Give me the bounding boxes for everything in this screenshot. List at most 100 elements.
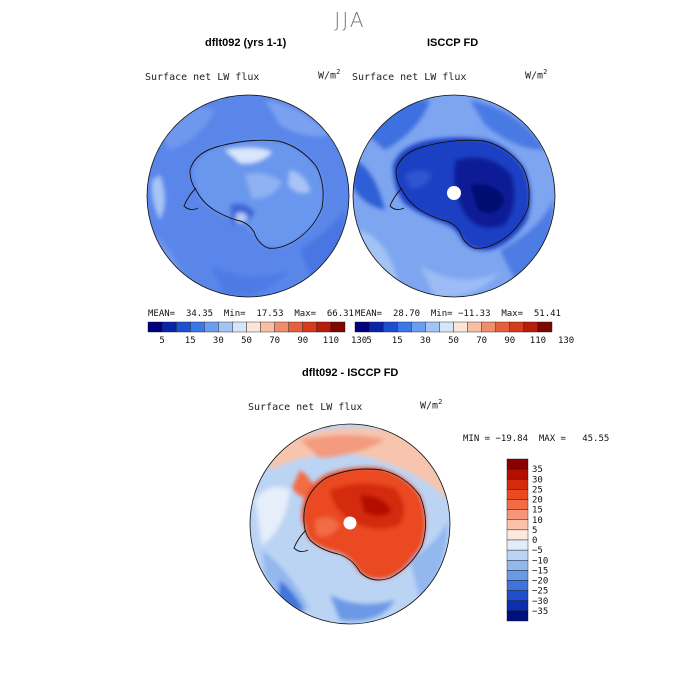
colorbar-swatch — [204, 321, 219, 333]
colorbar-swatch — [147, 321, 163, 333]
panel-2-title: ISCCP FD — [427, 37, 479, 49]
colorbar-swatch — [506, 580, 529, 591]
colorbar-tick-label: 25 — [532, 485, 543, 495]
colorbar-tick-label: 110 — [323, 336, 339, 346]
panel-1-min-label: Min= — [223, 309, 246, 319]
colorbar-swatch — [260, 321, 275, 333]
colorbar-swatch — [382, 321, 398, 333]
colorbar-swatch — [453, 321, 468, 333]
colorbar-tick-label: 90 — [297, 336, 308, 346]
map-1-coastline — [183, 139, 324, 249]
colorbar-swatch — [506, 590, 529, 601]
colorbar-tick-label: −5 — [532, 546, 543, 556]
panel-2-units: W/m2 — [525, 68, 547, 81]
colorbar-tick-label: 50 — [448, 336, 459, 346]
colorbar-swatch — [506, 458, 529, 470]
colorbar-swatch — [439, 321, 454, 333]
colorbar-swatch — [481, 321, 496, 333]
colorbar-swatch — [274, 321, 289, 333]
colorbar-tick-label: 50 — [241, 336, 252, 346]
colorbar-tick-label: 15 — [532, 506, 543, 516]
colorbar-swatch — [161, 321, 177, 333]
colorbar-swatch — [506, 489, 529, 500]
colorbar-swatch — [330, 321, 346, 333]
colorbar-swatch — [506, 519, 529, 531]
colorbar-tick-label: 35 — [532, 465, 543, 475]
colorbar-swatch — [506, 468, 529, 480]
map-panel-1 — [146, 94, 350, 298]
panel-2-mean-value: 28.70 — [392, 309, 421, 319]
panel-1-max-value: 66.31 — [326, 309, 354, 319]
colorbar-tick-label: 110 — [530, 336, 546, 346]
panel-2-max-label: Max= — [501, 309, 524, 319]
panel-3-title: dflt092 - ISCCP FD — [302, 367, 399, 379]
panel-1-max-label: Max= — [294, 309, 317, 319]
panel-1-min-value: 17.53 — [256, 309, 284, 319]
colorbar-swatch — [495, 321, 510, 333]
colorbar-swatch — [506, 529, 529, 541]
colorbar-tick-label: 130 — [351, 336, 367, 346]
colorbar-1: 5 15 30 50 70 90 110 130 — [147, 321, 367, 346]
colorbar-swatch — [506, 509, 529, 520]
colorbar-tick-label: −10 — [532, 556, 548, 566]
colorbar-swatch — [368, 321, 384, 333]
panel-1-stats: MEAN= 34.35 Min= 17.53 Max= 66.31 — [148, 309, 354, 319]
panel-1-mean-label: MEAN= — [148, 309, 176, 319]
colorbar-swatch — [506, 539, 529, 551]
colorbar-swatch — [288, 321, 303, 333]
panel-1-variable: Surface net LW flux — [145, 72, 260, 83]
colorbar-swatch — [467, 321, 482, 333]
map-2-pole-hole — [447, 186, 461, 200]
map-2-coastline — [389, 139, 530, 249]
panel-2-min-value: −11.33 — [457, 309, 491, 319]
colorbar-tick-label: 5 — [366, 336, 371, 346]
colorbar-tick-label: 30 — [532, 475, 543, 485]
colorbar-swatch — [175, 321, 191, 333]
colorbar-swatch — [232, 321, 247, 333]
panel-1-units-exp: 2 — [336, 68, 341, 76]
colorbar-swatch — [506, 600, 529, 612]
panel-1-units: W/m2 — [318, 68, 340, 81]
panel-3-stats: MIN = −19.84 MAX = 45.55 — [463, 434, 610, 444]
colorbar-swatch — [411, 321, 426, 333]
panel-3-units: W/m2 — [420, 398, 442, 411]
colorbar-tick-label: −25 — [532, 587, 548, 597]
colorbar-swatch — [246, 321, 261, 333]
panel-2-mean-label: MEAN= — [355, 309, 383, 319]
colorbar-swatch — [397, 321, 412, 333]
map-2-border — [352, 94, 556, 298]
colorbar-tick-label: 10 — [532, 516, 543, 526]
colorbar-swatch — [506, 570, 529, 581]
map-3-coastline — [293, 468, 426, 581]
colorbar-tick-label: 5 — [532, 526, 537, 536]
panel-2-stats: MEAN= 28.70 Min= −11.33 Max= 51.41 — [355, 309, 561, 319]
colorbar-swatch — [354, 321, 370, 333]
colorbar-swatch — [509, 321, 525, 333]
panel-3-units-text: W/m — [420, 400, 439, 412]
colorbar-swatch — [506, 549, 529, 561]
colorbar-swatch — [190, 321, 205, 333]
colorbar-swatch — [302, 321, 318, 333]
colorbar-tick-label: 70 — [476, 336, 487, 346]
panel-2-variable: Surface net LW flux — [352, 72, 467, 83]
colorbar-tick-label: −15 — [532, 566, 548, 576]
colorbar-tick-label: 0 — [532, 536, 537, 546]
colorbar-tick-label: 30 — [420, 336, 431, 346]
colorbar-swatch — [425, 321, 440, 333]
colorbar-tick-label: 130 — [558, 336, 574, 346]
panel-3-variable: Surface net LW flux — [248, 402, 363, 413]
panel-1-units-text: W/m — [318, 70, 337, 82]
panel-2-max-value: 51.41 — [533, 309, 561, 319]
map-panel-3 — [249, 423, 451, 625]
map-1-border — [146, 94, 350, 298]
colorbar-tick-label: 90 — [504, 336, 515, 346]
colorbar-tick-label: −35 — [532, 607, 548, 617]
colorbar-tick-label: 20 — [532, 496, 543, 506]
colorbar-2: 5 15 30 50 70 90 110 130 — [354, 321, 574, 346]
colorbar-swatch — [506, 479, 529, 490]
colorbar-swatch — [218, 321, 233, 333]
colorbar-swatch — [523, 321, 539, 333]
colorbar-swatch — [506, 560, 529, 571]
